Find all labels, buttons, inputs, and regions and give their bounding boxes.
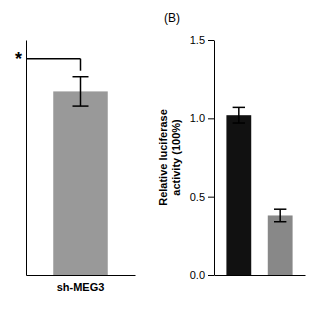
panel: sh-MEG3 *: [15, 41, 136, 293]
y-tick-label: 0.0: [190, 269, 205, 281]
error-bar-stem: [80, 77, 82, 106]
y-tick-label: 1.0: [190, 112, 205, 124]
y-axis: [26, 41, 27, 276]
x-axis: sh-MEG3: [27, 275, 136, 293]
y-tick-label: 0.5: [190, 191, 205, 203]
error-bar-stem: [279, 209, 281, 222]
significance-bracket: [26, 58, 81, 60]
y-tick: 0.0: [190, 269, 214, 281]
y-tick-mark: [208, 118, 214, 119]
y-tick: 1.5: [190, 34, 214, 46]
error-bar-cap: [233, 122, 245, 124]
error-bar: [233, 107, 245, 123]
y-axis-line: [26, 41, 27, 276]
chart-root: sh-MEG3 * 0.0 0.5 1.0 1.5 Relative luciferasea…: [0, 0, 320, 320]
x-axis-line: [27, 275, 136, 276]
y-tick-label: 1.5: [190, 34, 205, 46]
y-axis-label-line: Relative luciferase: [157, 109, 169, 206]
error-bar-cap: [274, 208, 286, 210]
significance-label: *: [15, 49, 22, 69]
bar: [53, 91, 108, 275]
error-bar-cap: [233, 107, 245, 109]
error-bar: [73, 77, 89, 106]
error-bar-cap: [73, 105, 89, 107]
bar: [226, 115, 251, 275]
plot-area: [53, 77, 108, 275]
y-tick-mark: [208, 275, 214, 276]
error-bar: [274, 209, 286, 222]
x-tick-label: sh-MEG3: [57, 281, 105, 293]
x-tick: sh-MEG3: [57, 275, 105, 293]
plot-area: [226, 107, 292, 275]
error-bar-cap: [274, 221, 286, 223]
y-tick: 0.5: [190, 191, 214, 203]
y-axis-line: [214, 41, 215, 276]
x-axis-line: [215, 275, 306, 276]
panel-label: (B): [164, 11, 180, 25]
y-tick: 1.0: [190, 112, 214, 124]
y-axis-label: Relative luciferaseactivity (100%): [157, 109, 182, 206]
y-tick-mark: [208, 197, 214, 198]
y-axis: 0.0 0.5 1.0 1.5: [190, 34, 215, 281]
panel: 0.0 0.5 1.0 1.5 Relative luciferaseactivity …: [157, 11, 306, 281]
y-axis-label-line: activity (100%): [170, 119, 182, 196]
x-axis: [215, 275, 306, 276]
y-tick-mark: [208, 40, 214, 41]
bar: [268, 215, 293, 275]
error-bar-cap: [73, 76, 89, 78]
significance-bracket: [80, 59, 82, 71]
error-bar-stem: [238, 107, 240, 123]
